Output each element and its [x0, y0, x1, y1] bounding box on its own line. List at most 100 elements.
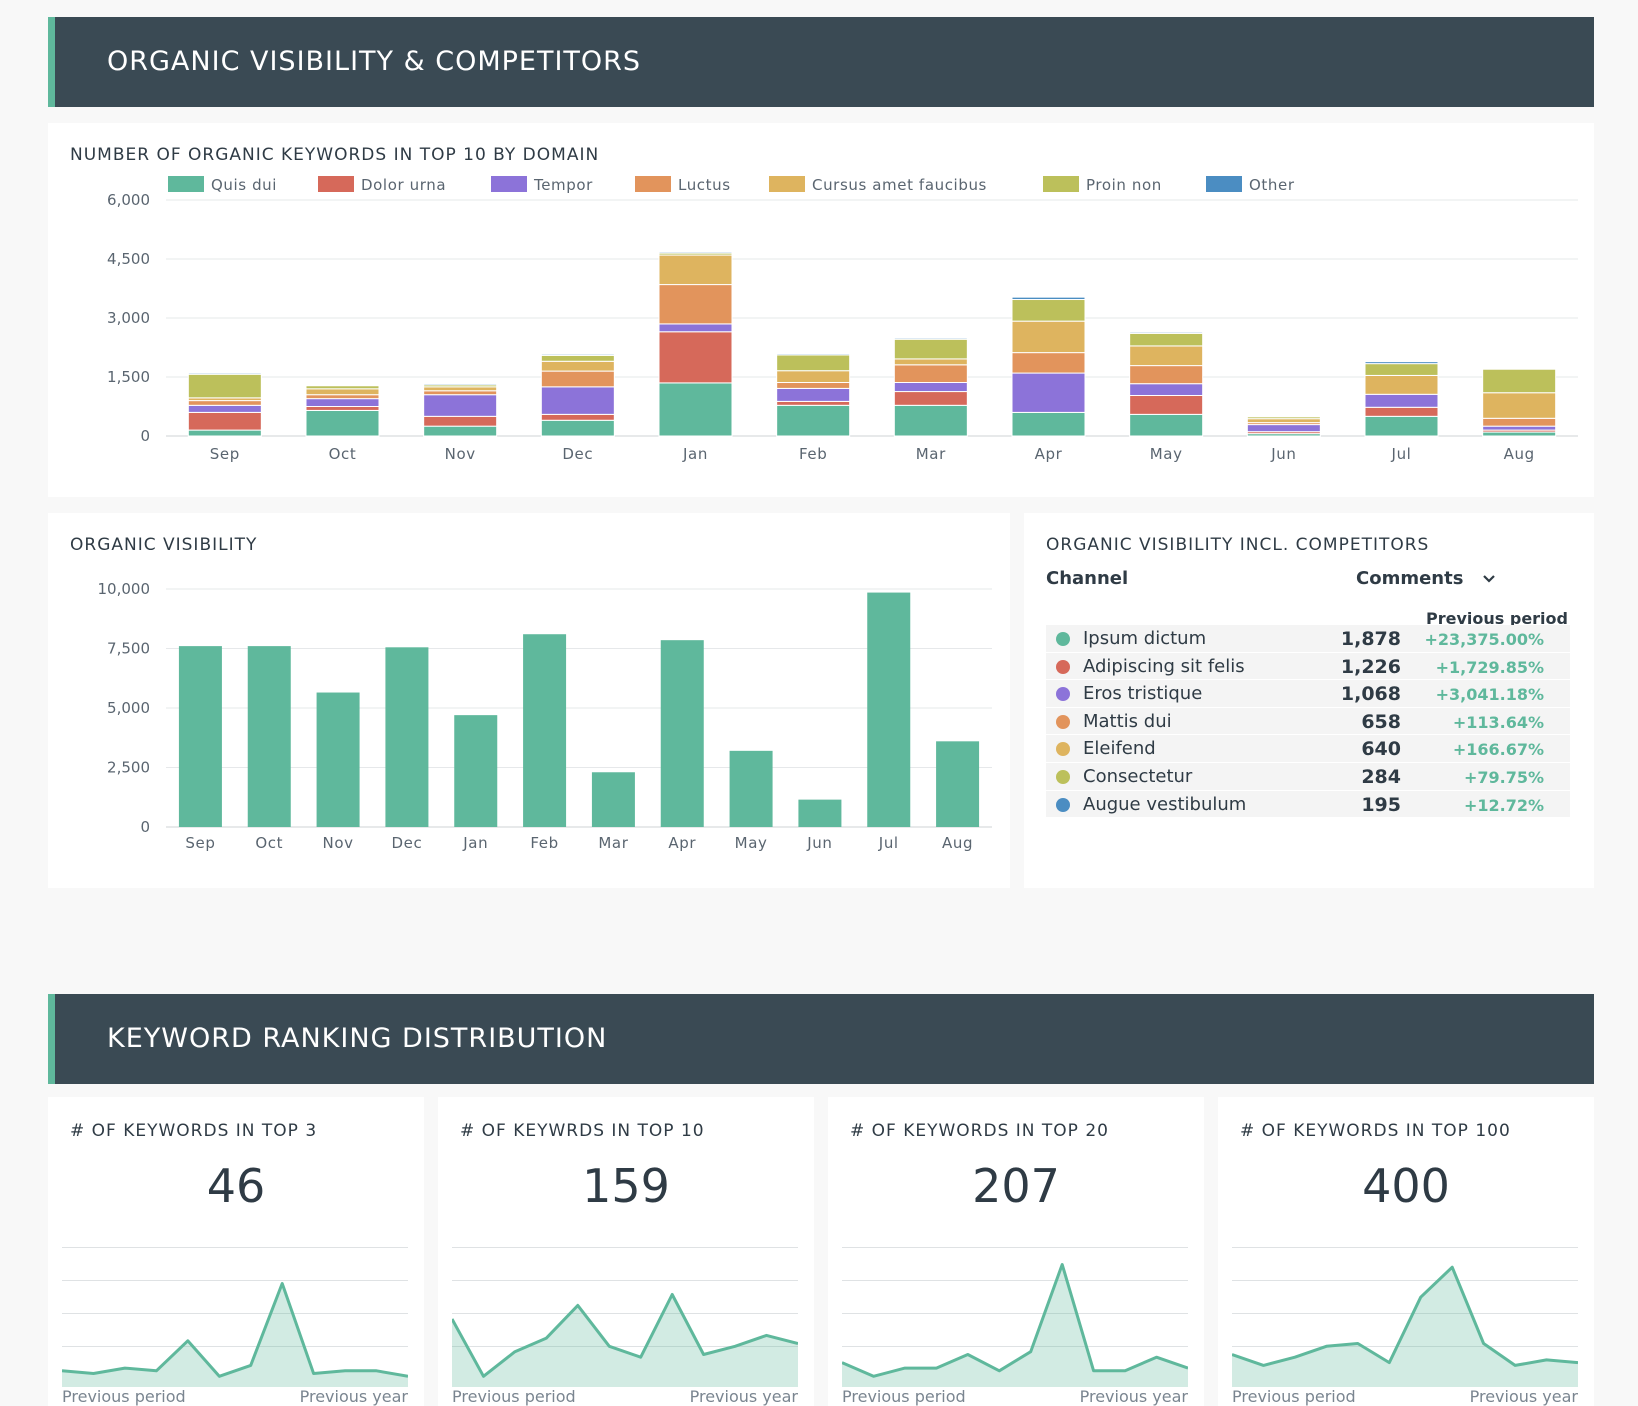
- bar-segment[interactable]: [893, 337, 968, 340]
- bar-segment[interactable]: [540, 353, 615, 356]
- bar-segment[interactable]: [1246, 418, 1321, 424]
- bar-segment[interactable]: [423, 390, 498, 396]
- bar-segment[interactable]: [305, 394, 380, 400]
- bar-segment[interactable]: [1482, 425, 1557, 431]
- bar[interactable]: [385, 647, 429, 827]
- channel-change: +113.64%: [1452, 712, 1544, 732]
- bar-segment[interactable]: [658, 254, 733, 286]
- bar[interactable]: [936, 741, 980, 827]
- bar-segment[interactable]: [1364, 415, 1439, 437]
- legend-item[interactable]: Proin non: [1043, 176, 1162, 194]
- bar-segment[interactable]: [658, 382, 733, 437]
- bar-segment[interactable]: [1364, 374, 1439, 395]
- bar-segment[interactable]: [776, 404, 851, 437]
- bar-segment[interactable]: [776, 354, 851, 372]
- bar-segment[interactable]: [1482, 392, 1557, 419]
- table-row[interactable]: Mattis dui 658 +113.64%: [1046, 707, 1570, 736]
- legend-item[interactable]: Quis dui: [168, 176, 277, 194]
- bar-segment[interactable]: [1129, 332, 1204, 347]
- bar-segment[interactable]: [776, 370, 851, 384]
- bar-segment[interactable]: [423, 394, 498, 417]
- bar-segment[interactable]: [1364, 363, 1439, 376]
- table-row[interactable]: Ipsum dictum 1,878 +23,375.00%: [1046, 625, 1570, 653]
- bar-segment[interactable]: [1482, 431, 1557, 437]
- bar-segment[interactable]: [1482, 368, 1557, 394]
- bar-segment[interactable]: [305, 384, 380, 387]
- bar-segment[interactable]: [305, 406, 380, 411]
- bar-segment[interactable]: [1129, 413, 1204, 437]
- bar-segment[interactable]: [540, 370, 615, 388]
- bar-segment[interactable]: [187, 373, 262, 399]
- bar-segment[interactable]: [187, 404, 262, 413]
- bar-segment[interactable]: [1129, 394, 1204, 415]
- bar-segment[interactable]: [658, 251, 733, 254]
- bar-segment[interactable]: [1246, 415, 1321, 418]
- table-row[interactable]: Eleifend 640 +166.67%: [1046, 735, 1570, 763]
- bar-segment[interactable]: [658, 284, 733, 325]
- bar-segment[interactable]: [1011, 352, 1086, 374]
- bar-segment[interactable]: [1011, 296, 1086, 301]
- bar-segment[interactable]: [187, 400, 262, 406]
- bar-segment[interactable]: [893, 404, 968, 437]
- bar-segment[interactable]: [1011, 372, 1086, 413]
- bar-segment[interactable]: [423, 383, 498, 386]
- bar-segment[interactable]: [305, 398, 380, 407]
- bar[interactable]: [867, 592, 911, 827]
- bar[interactable]: [798, 799, 842, 827]
- bar[interactable]: [729, 750, 773, 827]
- bar-segment[interactable]: [1364, 393, 1439, 408]
- bar-segment[interactable]: [423, 425, 498, 437]
- bar-segment[interactable]: [1129, 345, 1204, 367]
- bar-segment[interactable]: [893, 382, 968, 393]
- bar-segment[interactable]: [776, 353, 851, 356]
- bar-segment[interactable]: [423, 415, 498, 427]
- bar[interactable]: [454, 715, 498, 827]
- legend-item[interactable]: Luctus: [635, 176, 731, 194]
- bar-segment[interactable]: [187, 372, 262, 375]
- comments-dropdown[interactable]: Comments: [1356, 568, 1496, 589]
- bar-segment[interactable]: [305, 388, 380, 396]
- bar[interactable]: [178, 646, 222, 827]
- bar-segment[interactable]: [1482, 417, 1557, 427]
- bar[interactable]: [660, 640, 704, 827]
- bar-segment[interactable]: [658, 331, 733, 384]
- bar-segment[interactable]: [893, 358, 968, 366]
- bar-segment[interactable]: [540, 354, 615, 362]
- bar-segment[interactable]: [776, 400, 851, 406]
- legend-item[interactable]: Other: [1206, 176, 1295, 194]
- bar-segment[interactable]: [1129, 365, 1204, 385]
- bar-segment[interactable]: [305, 409, 380, 437]
- bar-segment[interactable]: [540, 413, 615, 421]
- bar[interactable]: [247, 646, 291, 827]
- bar-segment[interactable]: [1129, 331, 1204, 334]
- bar-segment[interactable]: [540, 360, 615, 372]
- bar-segment[interactable]: [1011, 411, 1086, 437]
- bar-segment[interactable]: [776, 387, 851, 402]
- bar-segment[interactable]: [893, 338, 968, 360]
- legend-item[interactable]: Tempor: [491, 176, 593, 194]
- bar-segment[interactable]: [540, 386, 615, 415]
- legend-item[interactable]: Dolor urna: [318, 176, 446, 194]
- bar-segment[interactable]: [187, 429, 262, 437]
- legend-item[interactable]: Cursus amet faucibus: [769, 176, 987, 194]
- bar-segment[interactable]: [1011, 299, 1086, 322]
- bar-segment[interactable]: [893, 391, 968, 406]
- bar-segment[interactable]: [423, 386, 498, 392]
- bar-segment[interactable]: [1246, 424, 1321, 433]
- table-row[interactable]: Adipiscing sit felis 1,226 +1,729.85%: [1046, 652, 1570, 681]
- bar-segment[interactable]: [1364, 361, 1439, 365]
- bar[interactable]: [523, 634, 567, 827]
- table-row[interactable]: Augue vestibulum 195 +12.72%: [1046, 790, 1570, 819]
- table-row[interactable]: Eros tristique 1,068 +3,041.18%: [1046, 680, 1570, 708]
- bar-segment[interactable]: [893, 364, 968, 384]
- bar-segment[interactable]: [540, 419, 615, 437]
- bar[interactable]: [316, 692, 360, 827]
- bar-segment[interactable]: [776, 382, 851, 389]
- bar-segment[interactable]: [1364, 406, 1439, 417]
- bar-segment[interactable]: [658, 323, 733, 333]
- bar-segment[interactable]: [1129, 383, 1204, 396]
- bar-segment[interactable]: [187, 411, 262, 431]
- bar[interactable]: [591, 772, 635, 827]
- bar-segment[interactable]: [1011, 320, 1086, 354]
- table-row[interactable]: Consectetur 284 +79.75%: [1046, 762, 1570, 791]
